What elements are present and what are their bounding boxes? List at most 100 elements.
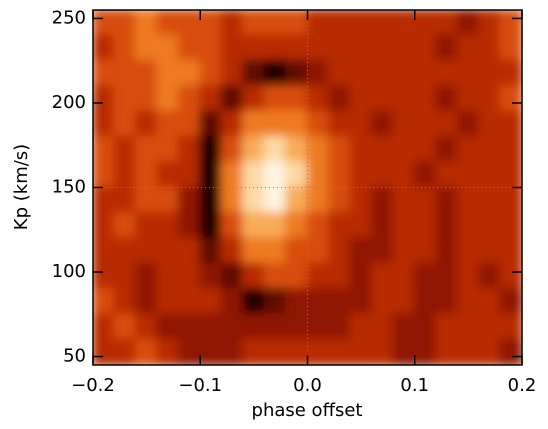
heatmap-cell [327,85,352,113]
heatmap-cell [392,262,416,290]
heatmap-cell [285,313,309,341]
heatmap-cell [499,59,522,88]
heatmap-cell [156,110,180,138]
y-tick-label: 100 [52,261,86,282]
heatmap-cell [435,313,459,341]
heatmap-cell [392,237,416,265]
heatmap-cell [156,338,180,365]
heatmap-cell [134,313,159,341]
heatmap-cell [499,237,522,265]
heatmap-cell [93,110,116,138]
heatmap-cell [177,10,202,37]
heatmap-cell [306,313,330,341]
heatmap-cell [327,338,352,365]
heatmap-cell [499,135,522,164]
heatmap-cell [134,110,159,138]
heatmap-cell [456,287,481,316]
heatmap-cell [156,287,180,316]
heatmap-cell [349,110,373,138]
heatmap-cell [327,313,352,341]
heatmap-cell [242,313,266,341]
heatmap-cell [478,110,502,138]
heatmap-cell [242,186,266,214]
heatmap-cell [134,262,159,290]
heatmap-cell [220,186,245,214]
heatmap-cell [456,262,481,290]
heatmap-cell [220,313,245,341]
heatmap-cell [456,237,481,265]
heatmap-cell [220,59,245,88]
heatmap-cell [435,59,459,88]
heatmap-cell [456,313,481,341]
heatmap-cell [199,135,223,164]
heatmap-cell [156,237,180,265]
heatmap-cell [370,59,395,88]
heatmap-cell [499,186,522,214]
heatmap-cell [478,161,502,189]
heatmap-cell [478,59,502,88]
heatmap-cell [327,10,352,37]
heatmap-cell [456,161,481,189]
heatmap-cell [435,262,459,290]
heatmap-cell [285,85,309,113]
heatmap-cell [456,85,481,113]
heatmap-cell [242,262,266,290]
heatmap-cell [134,59,159,88]
heatmap-cell [113,10,137,37]
heatmap-cell [199,338,223,365]
heatmap-cell [392,110,416,138]
heatmap-cell [370,237,395,265]
heatmap-cell [285,10,309,37]
heatmap-cell [456,135,481,164]
heatmap-cell [134,10,159,37]
heatmap-cell [242,211,266,240]
heatmap-cell [156,10,180,37]
heatmap-cell [349,211,373,240]
heatmap-cell [499,85,522,113]
heatmap-cell [263,313,288,341]
heatmap-cell [499,10,522,37]
heatmap-cell [478,262,502,290]
heatmap-cell [93,338,116,365]
heatmap-cell [413,338,438,365]
heatmap-cell [285,186,309,214]
heatmap-cell [177,262,202,290]
heatmap-cell [263,85,288,113]
heatmap-cell [413,211,438,240]
heatmap-cell [113,59,137,88]
heatmap-cell [93,34,116,62]
heatmap-cell [327,287,352,316]
heatmap-cell [456,211,481,240]
heatmap-cell [349,85,373,113]
heatmap-cell [392,287,416,316]
heatmap-cell [242,161,266,189]
heatmap-cell [306,262,330,290]
heatmap-cell [242,135,266,164]
heatmap-cell [478,211,502,240]
heatmap-cell [113,211,137,240]
heatmap-cell [349,237,373,265]
heatmap-cell [499,211,522,240]
heatmap-cell [392,161,416,189]
heatmap-cell [93,262,116,290]
heatmap-cell [285,161,309,189]
heatmap-cell [199,34,223,62]
heatmap-cell [413,110,438,138]
heatmap-cell [177,313,202,341]
heatmap-cell [370,34,395,62]
heatmap-cell [478,186,502,214]
heatmap-cell [349,287,373,316]
heatmap-cell [456,34,481,62]
heatmap-cell [456,338,481,365]
heatmap-cell [306,161,330,189]
heatmap-cell [263,237,288,265]
heatmap-cell [392,186,416,214]
heatmap-cell [134,237,159,265]
heatmap-cell [370,262,395,290]
heatmap-cell [242,110,266,138]
heatmap-cell [156,211,180,240]
heatmap-cell [456,59,481,88]
heatmap-cell [134,85,159,113]
heatmap-cell [392,85,416,113]
heatmap-cell [220,211,245,240]
